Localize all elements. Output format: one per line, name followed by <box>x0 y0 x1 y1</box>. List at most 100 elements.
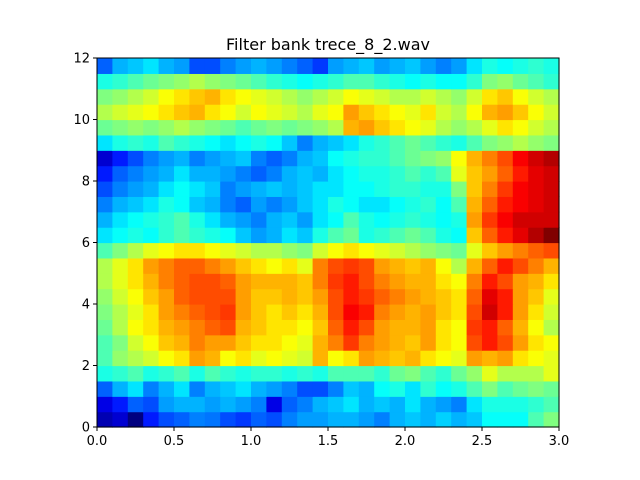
heatmap-cell <box>512 227 529 244</box>
heatmap-cell <box>512 334 529 351</box>
heatmap-cell <box>512 119 529 136</box>
heatmap-cell <box>405 119 421 136</box>
heatmap-cell <box>97 227 113 244</box>
heatmap-cell <box>174 411 190 428</box>
heatmap-cell <box>435 411 452 428</box>
heatmap-cell <box>374 288 391 305</box>
heatmap-cell <box>420 350 437 367</box>
heatmap-cell <box>204 150 221 167</box>
heatmap-cell <box>543 73 560 90</box>
heatmap-cell <box>389 211 406 228</box>
heatmap-cell <box>435 211 452 228</box>
heatmap-cell <box>251 380 267 397</box>
heatmap-cell <box>97 304 113 320</box>
heatmap-cell <box>158 150 175 167</box>
heatmap-cell <box>528 196 545 213</box>
heatmap-cell <box>297 319 314 336</box>
heatmap-cell <box>281 257 298 274</box>
heatmap-cell <box>528 411 545 428</box>
heatmap-cell <box>189 150 206 167</box>
heatmap-cell <box>127 58 144 74</box>
heatmap-cell <box>435 134 452 151</box>
heatmap-cell <box>497 58 514 74</box>
heatmap-cell <box>220 119 237 136</box>
heatmap-cell <box>97 150 113 167</box>
heatmap-cell <box>112 88 129 105</box>
heatmap-cell <box>97 88 113 105</box>
heatmap-cell <box>143 242 160 259</box>
x-tick-label: 3.0 <box>549 434 570 449</box>
heatmap-cell <box>343 319 360 336</box>
heatmap-cell <box>528 288 545 305</box>
heatmap-cell <box>235 334 252 351</box>
heatmap-cell <box>405 88 421 105</box>
heatmap-cell <box>251 88 267 105</box>
heatmap-cell <box>405 196 421 213</box>
heatmap-cell <box>127 181 144 197</box>
heatmap-cell <box>328 58 344 74</box>
heatmap-cell <box>112 104 129 121</box>
heatmap-cell <box>405 150 421 167</box>
heatmap-cell <box>528 181 545 197</box>
heatmap-cell <box>297 257 314 274</box>
heatmap-cell <box>466 411 483 428</box>
heatmap-cell <box>328 73 344 90</box>
heatmap-cell <box>420 119 437 136</box>
heatmap-cell <box>435 181 452 197</box>
heatmap-cell <box>528 380 545 397</box>
heatmap-cell <box>251 58 267 74</box>
heatmap-cell <box>235 88 252 105</box>
heatmap-cell <box>266 288 283 305</box>
heatmap-cell <box>127 119 144 136</box>
heatmap-cell <box>158 257 175 274</box>
heatmap-cell <box>143 257 160 274</box>
heatmap-cell <box>266 350 283 367</box>
heatmap-cell <box>235 134 252 151</box>
heatmap-cell <box>451 273 468 290</box>
heatmap-cell <box>297 119 314 136</box>
heatmap-cell <box>528 134 545 151</box>
heatmap-cell <box>328 181 344 197</box>
heatmap-cell <box>451 227 468 244</box>
heatmap-cell <box>405 288 421 305</box>
heatmap-cell <box>189 181 206 197</box>
heatmap-cell <box>189 334 206 351</box>
heatmap-cell <box>451 58 468 74</box>
heatmap-cell <box>482 334 498 351</box>
heatmap-cell <box>143 165 160 182</box>
heatmap-cell <box>358 334 375 351</box>
heatmap-cell <box>297 365 314 382</box>
heatmap-cell <box>512 304 529 320</box>
heatmap-cell <box>158 396 175 413</box>
heatmap-cell <box>220 181 237 197</box>
heatmap-cell <box>174 288 190 305</box>
heatmap-cell <box>420 150 437 167</box>
heatmap-cell <box>312 242 329 259</box>
heatmap-cell <box>420 304 437 320</box>
heatmap-cell <box>281 319 298 336</box>
heatmap-cell <box>158 165 175 182</box>
heatmap-cell <box>482 273 498 290</box>
heatmap-cell <box>466 58 483 74</box>
heatmap-cell <box>343 211 360 228</box>
heatmap-cell <box>143 58 160 74</box>
heatmap-cell <box>204 304 221 320</box>
heatmap-cell <box>174 58 190 74</box>
heatmap-cell <box>251 365 267 382</box>
heatmap-cell <box>251 396 267 413</box>
heatmap-cell <box>220 350 237 367</box>
heatmap-cell <box>266 227 283 244</box>
heatmap-cell <box>451 350 468 367</box>
heatmap-cell <box>451 73 468 90</box>
heatmap-cell <box>466 119 483 136</box>
heatmap-cell <box>374 165 391 182</box>
heatmap-cell <box>482 58 498 74</box>
heatmap-cell <box>251 273 267 290</box>
heatmap-cell <box>174 319 190 336</box>
heatmap-cell <box>420 165 437 182</box>
heatmap-cell <box>328 319 344 336</box>
heatmap-cell <box>435 380 452 397</box>
heatmap-cell <box>374 196 391 213</box>
chart-title: Filter bank trece_8_2.wav <box>226 35 430 55</box>
heatmap-cell <box>127 365 144 382</box>
